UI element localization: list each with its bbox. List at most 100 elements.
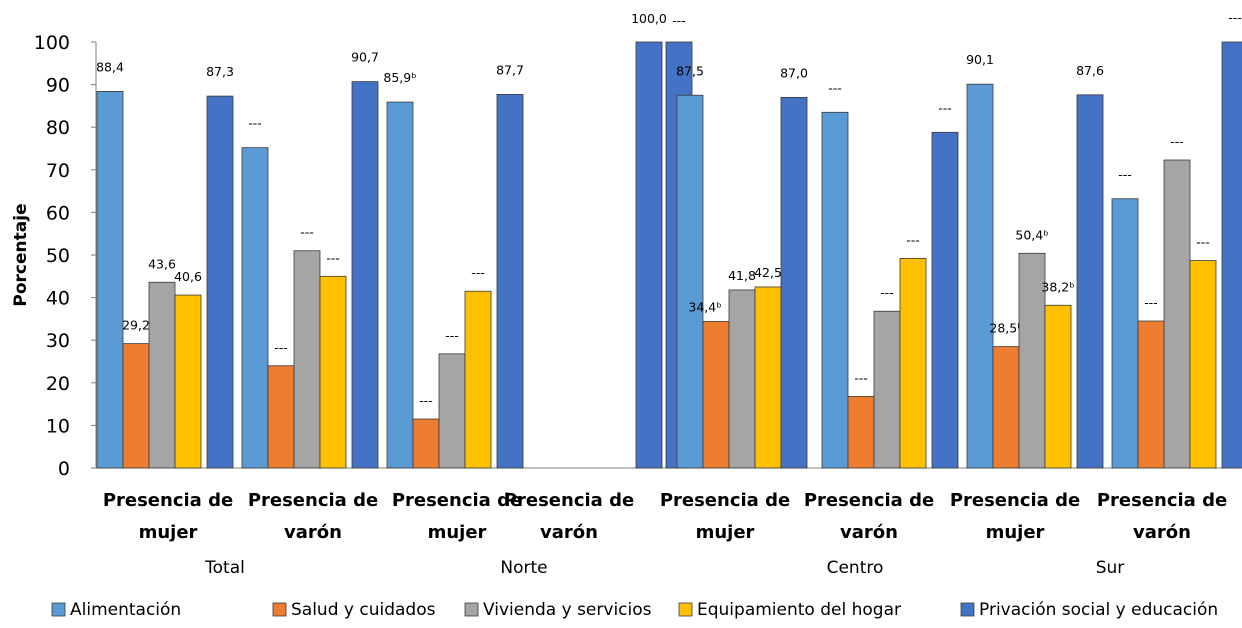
bar	[1044, 304, 1072, 469]
bar	[931, 131, 959, 469]
legend-swatch	[272, 602, 287, 617]
data-label: ---	[248, 116, 262, 131]
legend-label: Alimentación	[70, 600, 181, 620]
x-category-label-line2: varón	[284, 522, 342, 543]
bar	[1111, 198, 1139, 469]
y-tick-label: 70	[46, 160, 70, 182]
bar	[966, 83, 994, 469]
bar	[821, 111, 849, 469]
y-tick-label: 60	[46, 202, 70, 224]
bar	[1137, 320, 1165, 469]
y-tick-label: 50	[46, 245, 70, 267]
data-label: ---	[854, 370, 868, 385]
bar	[1221, 41, 1242, 469]
data-label: 100,0	[631, 11, 667, 26]
data-label: ---	[419, 393, 433, 408]
x-category-label-line1: Presencia de	[804, 490, 934, 511]
data-label: 87,5	[676, 63, 704, 78]
y-tick-label: 90	[46, 75, 70, 97]
bar	[780, 96, 808, 469]
data-label: 87,0	[780, 65, 808, 80]
y-tick-label: 20	[46, 373, 70, 395]
x-category-label-line2: mujer	[696, 522, 755, 543]
x-category-label-line1: Presencia de	[504, 490, 634, 511]
data-label: ---	[1228, 10, 1242, 25]
bar	[351, 81, 379, 469]
x-category-label-line1: Presencia de	[392, 490, 522, 511]
region-label: Centro	[827, 558, 884, 578]
data-label: 90,1	[966, 52, 994, 67]
x-category-label-line2: varón	[540, 522, 598, 543]
x-category-label-line1: Presencia de	[103, 490, 233, 511]
data-label: 85,9ᵇ	[383, 70, 416, 85]
data-label: 38,2ᵇ	[1041, 279, 1074, 294]
data-label: ---	[672, 13, 686, 28]
data-label: ---	[1144, 295, 1158, 310]
bar	[702, 321, 730, 469]
data-label: 43,6	[148, 256, 176, 271]
data-label: ---	[880, 285, 894, 300]
data-label: ---	[300, 225, 314, 240]
bar	[847, 396, 875, 469]
bar	[754, 286, 782, 469]
y-tick-label: 0	[58, 458, 70, 480]
bar	[635, 41, 663, 469]
data-label: ---	[906, 232, 920, 247]
data-label: ---	[828, 80, 842, 95]
bar	[122, 343, 150, 469]
legend-label: Privación social y educación	[979, 600, 1218, 620]
data-label: 41,8	[728, 268, 756, 283]
legend-swatch	[678, 602, 693, 617]
data-label: 28,5ᵇ	[989, 321, 1022, 336]
bar	[728, 289, 756, 469]
bar	[464, 290, 492, 469]
data-label: 40,6	[174, 269, 202, 284]
bar	[206, 95, 234, 469]
bar	[873, 310, 901, 469]
y-tick-label: 40	[46, 288, 70, 310]
bar	[438, 353, 466, 469]
bar	[386, 101, 414, 469]
y-tick-label: 100	[34, 32, 70, 54]
x-category-label-line1: Presencia de	[950, 490, 1080, 511]
bar	[1189, 260, 1217, 469]
data-label: ---	[274, 340, 288, 355]
legend-swatch	[464, 602, 479, 617]
data-label: 88,4	[96, 59, 124, 74]
bar	[496, 93, 524, 469]
x-category-label-line1: Presencia de	[248, 490, 378, 511]
data-label: ---	[471, 265, 485, 280]
y-tick-label: 30	[46, 330, 70, 352]
data-label: ---	[1196, 235, 1210, 250]
data-label: 42,5	[754, 265, 782, 280]
legend-label: Equipamiento del hogar	[697, 600, 901, 620]
bar	[241, 147, 269, 469]
bar	[96, 91, 124, 469]
bar	[1076, 94, 1104, 469]
data-label: 29,2	[122, 318, 150, 333]
data-label: ---	[938, 100, 952, 115]
legend-swatch	[51, 602, 66, 617]
bar	[676, 94, 704, 469]
bar	[899, 258, 927, 469]
region-label: Sur	[1096, 558, 1125, 578]
data-label: ---	[1170, 134, 1184, 149]
region-label: Total	[204, 558, 245, 578]
bar	[1163, 159, 1191, 469]
data-label: 90,7	[351, 50, 379, 65]
data-label: 50,4ᵇ	[1015, 227, 1048, 242]
y-tick-label: 10	[46, 415, 70, 437]
data-label: 87,7	[496, 62, 524, 77]
bar	[293, 250, 321, 469]
x-category-label-line2: mujer	[986, 522, 1045, 543]
legend-swatch	[960, 602, 975, 617]
legend-label: Vivienda y servicios	[483, 600, 652, 620]
data-label: 87,3	[206, 64, 234, 79]
x-category-label-line2: varón	[840, 522, 898, 543]
x-category-label-line2: mujer	[428, 522, 487, 543]
data-label: 34,4ᵇ	[688, 299, 721, 314]
data-label: ---	[326, 250, 340, 265]
bar	[1018, 252, 1046, 469]
